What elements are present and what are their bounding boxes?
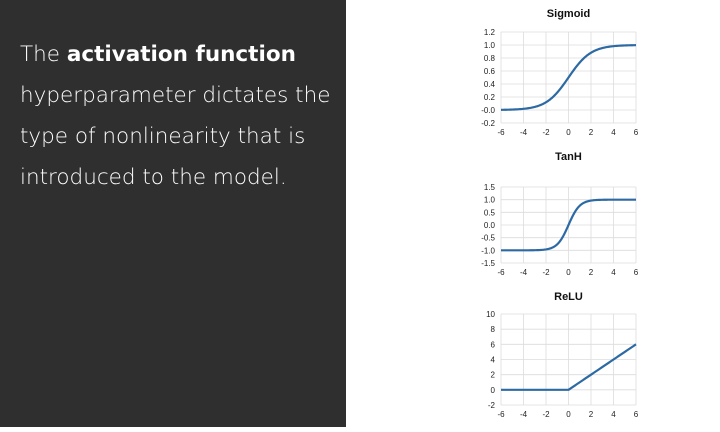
charts-panel: Sigmoid -6 -4 -2 0 2 4 6 -0.2 -0.0 0.2 0.4 0.6 0.8 1.0… (346, 0, 720, 427)
y-tick-label: 0 (491, 386, 496, 395)
chart-tanh: TanH -6 -4 -2 0 2 4 6 -1.5 -1.0 -0.5 0.0 0.5 1.0 1.5 (481, 151, 639, 277)
series-line (500, 44, 637, 111)
x-tick-label: 2 (589, 410, 594, 419)
chart-relu: ReLU -6 -4 -2 0 2 4 6 -2 0 2 4 6 8 10 (486, 291, 639, 419)
slide-body-text: The activation function hyperparameter d… (20, 34, 340, 198)
y-tick-label: 0.2 (484, 93, 496, 102)
x-tick-label: -6 (497, 410, 505, 419)
text-prefix: The (20, 42, 67, 67)
x-tick-label: 2 (589, 128, 594, 137)
y-tick-label: 4 (491, 356, 496, 365)
y-tick-label: -0.2 (481, 119, 495, 128)
y-tick-label: 0.4 (484, 80, 496, 89)
y-tick-label: 0.5 (484, 208, 496, 217)
y-tick-label: 8 (491, 325, 496, 334)
x-tick-label: 0 (566, 268, 571, 277)
series-line (501, 343, 637, 391)
activation-charts-svg: Sigmoid -6 -4 -2 0 2 4 6 -0.2 -0.0 0.2 0.4 0.6 0.8 1.0… (481, 8, 639, 419)
chart-title: Sigmoid (547, 8, 590, 20)
x-tick-label: 6 (634, 410, 639, 419)
x-tick-label: 6 (634, 128, 639, 137)
y-tick-label: 6 (491, 340, 496, 349)
y-tick-label: -2 (488, 401, 496, 410)
text-bold-term: activation function (66, 42, 296, 67)
x-tick-label: 0 (566, 410, 571, 419)
y-tick-label: 1.0 (484, 41, 496, 50)
x-tick-label: 4 (611, 268, 616, 277)
chart-title: TanH (555, 151, 582, 163)
y-tick-label: 2 (491, 371, 496, 380)
y-tick-label: -1.0 (481, 246, 495, 255)
x-tick-label: 0 (566, 128, 571, 137)
x-tick-label: -4 (520, 410, 528, 419)
y-tick-label: 0.6 (484, 67, 496, 76)
text-suffix: hyperparameter dictates the type of nonl… (20, 83, 331, 190)
x-tick-label: 6 (634, 268, 639, 277)
x-tick-label: -2 (542, 128, 550, 137)
x-tick-label: -4 (520, 128, 528, 137)
y-tick-label: 0.8 (484, 54, 496, 63)
y-tick-label: -0.5 (481, 234, 495, 243)
y-tick-label: -1.5 (481, 259, 495, 268)
series-line (501, 198, 636, 252)
y-tick-label: 1.5 (484, 183, 496, 192)
y-tick-label: 1.0 (484, 196, 496, 205)
x-tick-label: -6 (497, 268, 505, 277)
x-tick-label: -2 (542, 410, 550, 419)
x-tick-label: 4 (611, 410, 616, 419)
x-tick-label: -6 (497, 128, 505, 137)
text-panel: The activation function hyperparameter d… (0, 0, 346, 427)
y-tick-label: 10 (486, 310, 495, 319)
x-tick-label: 2 (589, 268, 594, 277)
chart-sigmoid: Sigmoid -6 -4 -2 0 2 4 6 -0.2 -0.0 0.2 0.4 0.6 0.8 1.0… (481, 8, 639, 137)
x-tick-label: -4 (520, 268, 528, 277)
x-tick-label: -2 (542, 268, 550, 277)
x-tick-label: 4 (611, 128, 616, 137)
y-tick-label: -0.0 (481, 106, 495, 115)
chart-title: ReLU (554, 291, 583, 303)
y-tick-label: 0.0 (484, 221, 496, 230)
y-tick-label: 1.2 (484, 28, 496, 37)
